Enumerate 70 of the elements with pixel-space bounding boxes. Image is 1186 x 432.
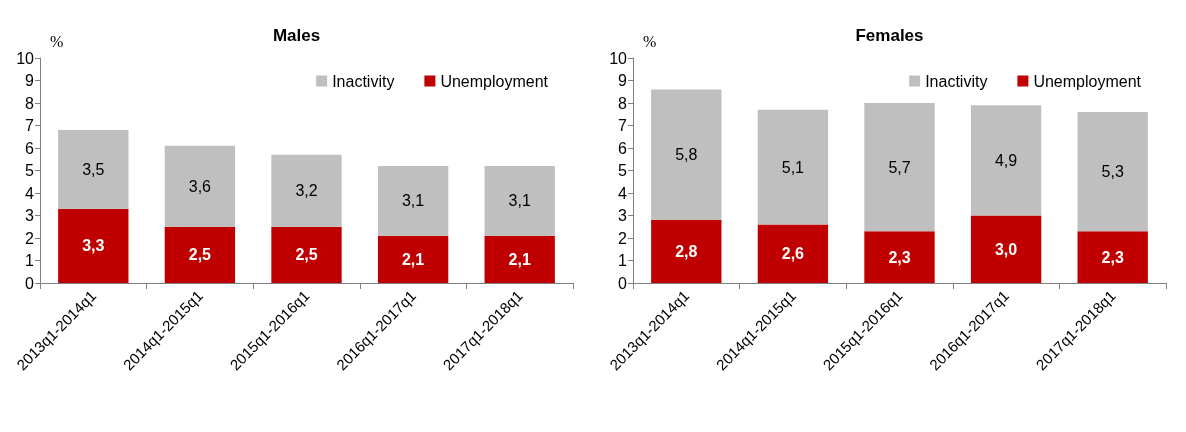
legend-label: Unemployment (440, 72, 549, 90)
data-label: 5,7 (888, 158, 911, 176)
y-tick-label: 7 (618, 117, 628, 134)
bar (651, 89, 722, 220)
data-label: 2,1 (508, 250, 531, 268)
data-label: 4,9 (994, 151, 1018, 169)
data-label: 5,1 (781, 158, 805, 176)
bar (271, 226, 342, 283)
data-label: 2,3 (888, 248, 911, 266)
data-label: 2,8 (675, 243, 698, 260)
bar (970, 105, 1042, 216)
y-tick-label: 3 (618, 207, 628, 224)
data-label: 3,1 (401, 192, 425, 210)
y-tick-label: 8 (618, 94, 628, 112)
data-label: 2,1 (401, 250, 425, 268)
y-tick-label: 3 (25, 207, 35, 224)
bar (377, 166, 449, 236)
data-label: 2,5 (188, 246, 212, 264)
y-tick-label: 8 (25, 94, 35, 112)
y-tick-label: 10 (609, 49, 628, 67)
bar (864, 103, 935, 232)
y-tick-label: 7 (25, 117, 35, 134)
data-label: 3,2 (295, 182, 318, 200)
y-axis-title: % (50, 32, 64, 50)
bar (484, 166, 555, 236)
y-tick-label: 2 (25, 229, 35, 247)
y-tick-label: 9 (618, 72, 628, 89)
bar (484, 235, 555, 283)
bar (757, 109, 829, 225)
bar (970, 215, 1042, 283)
data-label: 2,6 (781, 245, 805, 263)
data-label: 3,5 (82, 160, 105, 178)
data-label: 3,1 (508, 192, 531, 210)
y-tick-label: 6 (25, 139, 35, 157)
bar (164, 226, 236, 283)
data-label: 3,6 (188, 177, 212, 195)
bar (864, 231, 935, 283)
bar (271, 154, 342, 227)
y-tick-label: 6 (618, 139, 628, 157)
y-tick-label: 0 (618, 274, 628, 292)
data-label: 2,3 (1101, 248, 1124, 266)
data-label: 3,0 (994, 240, 1018, 258)
chart-title: Males (272, 26, 321, 45)
bar (651, 220, 722, 283)
bar (1077, 231, 1148, 283)
y-tick-label: 10 (16, 49, 35, 67)
data-label: 2,5 (295, 246, 318, 264)
y-tick-label: 1 (618, 252, 628, 269)
y-tick-label: 0 (25, 274, 35, 292)
bar (164, 145, 236, 227)
y-tick-label: 1 (25, 252, 35, 269)
legend-label: Unemployment (1033, 72, 1142, 90)
y-tick-label: 2 (618, 229, 628, 247)
y-tick-label: 5 (618, 162, 628, 179)
data-label: 5,3 (1101, 163, 1124, 181)
bar (58, 130, 129, 209)
y-tick-label: 4 (25, 184, 35, 202)
y-tick-label: 9 (25, 72, 35, 89)
bar (1077, 112, 1148, 232)
legend-label: Inactivity (332, 72, 395, 90)
y-tick-label: 4 (618, 184, 628, 202)
chart-title: Females (855, 26, 924, 45)
bar (377, 235, 449, 283)
y-axis-title: % (643, 32, 657, 50)
bar (757, 224, 829, 283)
bar (58, 208, 129, 283)
data-label: 3,3 (82, 237, 105, 255)
y-tick-label: 5 (25, 162, 35, 179)
data-label: 5,8 (675, 146, 698, 164)
legend-label: Inactivity (925, 72, 988, 90)
